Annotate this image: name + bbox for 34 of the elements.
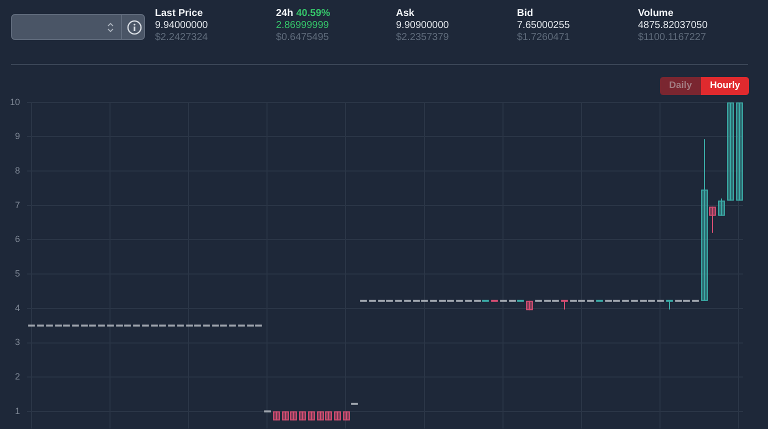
y-tick-label: 2 (14, 372, 20, 382)
text: 40.59% (296, 8, 330, 19)
text: $1.7260471 (517, 32, 570, 43)
y-tick-label: 3 (14, 337, 20, 348)
candlestick (701, 138, 708, 302)
y-tick-label: 8 (14, 166, 20, 176)
toggle-button: Hourly (701, 77, 749, 95)
y-tick-label: 7 (14, 200, 20, 210)
text: 2.86999999 (276, 20, 329, 31)
text: 24h (276, 8, 294, 19)
text: Ask (396, 8, 414, 19)
text: $0.6475495 (276, 32, 329, 43)
y-tick-label: 1 (14, 406, 20, 416)
text: Last Price (155, 8, 203, 19)
text: Bid (517, 8, 534, 19)
y-tick-label: 5 (14, 268, 20, 279)
text: $1100.1167227 (638, 32, 706, 43)
text: 9.90900000 (396, 20, 449, 31)
candlestick (727, 102, 734, 202)
y-tick-label: 4 (14, 302, 20, 313)
text: Volume (638, 8, 674, 19)
text: $2.2427324 (155, 32, 208, 43)
candlestick (709, 206, 716, 234)
text: $2.2357379 (396, 32, 449, 43)
y-tick-label: 10 (10, 96, 20, 107)
candlestick (718, 198, 725, 216)
candlestick (736, 102, 743, 202)
toggle-button: Daily (660, 77, 701, 95)
candlestick (526, 300, 533, 311)
text: 9.94000000 (155, 20, 208, 31)
text: 4875.82037050 (638, 20, 708, 31)
text: 7.65000255 (517, 20, 570, 31)
y-tick-label: 9 (14, 131, 20, 142)
y-tick-label: 6 (14, 234, 20, 244)
